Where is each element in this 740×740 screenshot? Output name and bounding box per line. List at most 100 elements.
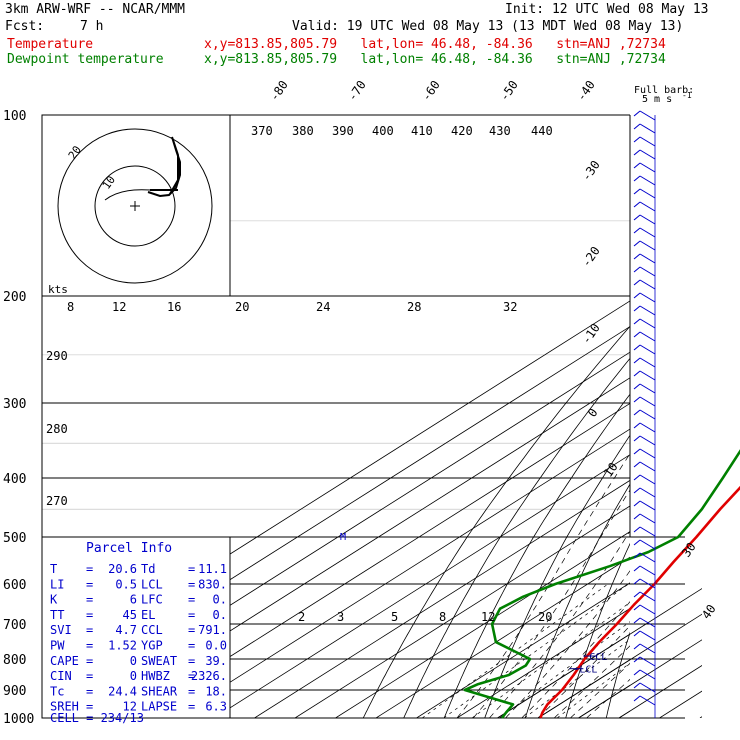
wind-barb xyxy=(639,279,656,290)
pressure-label-400: 400 xyxy=(3,472,26,487)
mixing-ratio-8 xyxy=(499,621,630,718)
wind-barb-flag xyxy=(633,396,641,403)
wind-barb-flag xyxy=(633,695,641,702)
parcel-label: LFC xyxy=(141,593,163,607)
wind-barb xyxy=(639,448,656,459)
parcel-label: SVI xyxy=(50,623,72,637)
hodograph-ring-outer xyxy=(57,128,213,284)
hodograph: 10 20 kts xyxy=(41,114,231,297)
wind-barb xyxy=(639,110,656,121)
parcel-value: 791. xyxy=(198,623,227,637)
wind-barb xyxy=(639,578,656,589)
parcel-eq: = xyxy=(86,700,93,714)
isotherm-label--30: -30 xyxy=(579,158,603,184)
speed-tick-label-12: 12 xyxy=(112,300,126,314)
wind-barb xyxy=(639,149,656,160)
moist-adiabat-0 xyxy=(456,453,630,718)
barb-legend-line2: 5 m s xyxy=(642,94,673,105)
parcel-label: SREH xyxy=(50,700,79,714)
parcel-label: SWEAT xyxy=(141,654,177,668)
parcel-label: Td xyxy=(141,562,155,576)
wind-barb-flag xyxy=(633,240,641,247)
parcel-eq: = xyxy=(86,562,93,576)
plot-lines-right xyxy=(497,588,702,718)
theta-label-410: 410 xyxy=(411,124,433,138)
parcel-eq: = xyxy=(86,593,93,607)
isotherm--20 xyxy=(375,556,630,718)
wind-barb-flag xyxy=(633,279,641,286)
isotherm-10 xyxy=(497,633,630,718)
pressure-label-200: 200 xyxy=(3,290,26,305)
ccl-marker: CCL xyxy=(589,652,607,663)
wind-barb xyxy=(639,461,656,472)
parcel-value: 6.3 xyxy=(205,700,227,714)
parcel-value: 12 xyxy=(123,700,137,714)
parcel-value: 0 xyxy=(130,654,137,668)
wind-barb-flag xyxy=(633,526,641,533)
dewpoint-legend-label: Dewpoint temperature xyxy=(7,52,164,67)
wind-barb xyxy=(639,617,656,628)
wind-barb xyxy=(639,643,656,654)
theta-label-430: 430 xyxy=(489,124,511,138)
parcel-eq: = xyxy=(188,608,195,622)
isotherm--10 xyxy=(416,582,630,718)
wind-barb-flag xyxy=(633,448,641,455)
moist-adiabat-12 xyxy=(505,570,630,718)
wind-barb xyxy=(639,305,656,316)
mixing-ratio-label-20: 20 xyxy=(538,610,552,624)
isotherm-50 xyxy=(660,115,740,718)
isotherm-60 xyxy=(700,115,740,718)
isotherm--50 xyxy=(254,479,630,718)
speed-tick-label-8: 8 xyxy=(67,300,74,314)
wind-barb xyxy=(639,591,656,602)
parcel-value: 6 xyxy=(130,593,137,607)
wind-barb-flag xyxy=(633,370,641,377)
dry-adiabat-label-290: 290 xyxy=(46,349,68,363)
isotherm--60 xyxy=(213,454,630,718)
parcel-cell: CELL = 234/13 xyxy=(50,711,144,725)
parcel-label: YGP xyxy=(141,639,163,653)
dry-adiabat-300 xyxy=(565,542,630,718)
wind-barb xyxy=(639,370,656,381)
parcel-eq: = xyxy=(188,577,195,591)
wind-barb-flag xyxy=(633,136,641,143)
parcel-eq: = xyxy=(188,684,195,698)
parcel-label: LAPSE xyxy=(141,700,177,714)
moist-adiabat-28 xyxy=(570,662,630,718)
isotherm-40 xyxy=(618,710,630,718)
forecast-label: Fcst: xyxy=(5,19,45,34)
parcel-label: LCL xyxy=(141,577,163,591)
parcel-label: T xyxy=(50,562,57,576)
wind-barb-flag xyxy=(633,487,641,494)
wind-barb-flag xyxy=(633,331,641,338)
dry-adiabat-320 xyxy=(643,115,740,732)
parcel-info-title: Parcel Info xyxy=(86,541,172,556)
wind-barb-flag xyxy=(633,682,641,689)
temperature-location-info: x,y=813.85,805.79 lat,lon= 46.48, -84.36… xyxy=(204,37,666,52)
parcel-value: 45 xyxy=(123,608,137,622)
wind-barbs xyxy=(633,110,656,718)
wind-barb-flag xyxy=(633,513,641,520)
isotherm--90 xyxy=(92,377,630,718)
parcel-value: 0. xyxy=(213,608,227,622)
pressure-label-300: 300 xyxy=(3,397,26,412)
pressure-label-600: 600 xyxy=(3,578,26,593)
isotherm-label--40: -40 xyxy=(574,78,598,104)
pressure-label-500: 500 xyxy=(3,531,26,546)
isotherm-ext-40 xyxy=(618,664,702,718)
isotherm-ext-20 xyxy=(537,613,702,718)
mixing-ratio-12 xyxy=(524,638,630,718)
hodograph-speed-scale: 8 12 16 20 24 28 32 xyxy=(67,300,517,314)
wind-barb xyxy=(639,266,656,277)
isotherm-ext-60 xyxy=(699,716,702,718)
model-title: 3km ARW-WRF -- NCAR/MMM xyxy=(5,2,186,17)
wind-barb xyxy=(639,656,656,667)
wind-barb xyxy=(639,188,656,199)
parcel-eq: = xyxy=(188,562,195,576)
wind-barb xyxy=(639,474,656,485)
dry-adiabat-310 xyxy=(605,631,630,718)
wind-barb-flag xyxy=(633,565,641,572)
barb-legend-exponent: -1 xyxy=(682,91,692,100)
